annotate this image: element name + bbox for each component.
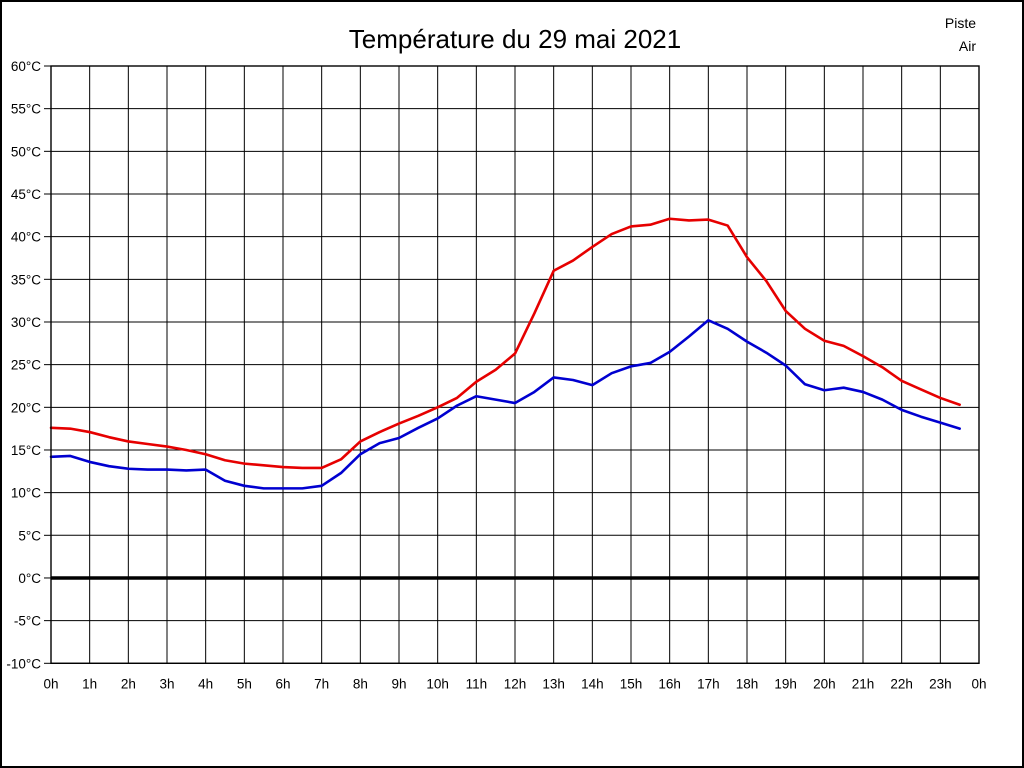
y-tick-label: 20°C (11, 400, 41, 415)
y-tick-label: -5°C (14, 614, 41, 629)
x-tick-label: 13h (542, 676, 565, 691)
y-tick-label: 35°C (11, 272, 41, 287)
x-tick-label: 23h (929, 676, 952, 691)
y-tick-label: 50°C (11, 144, 41, 159)
y-tick-label: 45°C (11, 187, 41, 202)
x-tick-label: 14h (581, 676, 604, 691)
y-tick-label: 55°C (11, 102, 41, 117)
y-tick-label: 25°C (11, 358, 41, 373)
x-tick-label: 17h (697, 676, 720, 691)
x-tick-label: 19h (774, 676, 797, 691)
x-tick-label: 5h (237, 676, 252, 691)
y-tick-label: 30°C (11, 315, 41, 330)
x-tick-label: 21h (852, 676, 875, 691)
piste-line (49, 217, 961, 470)
x-tick-label: 22h (890, 676, 913, 691)
x-tick-label: 16h (658, 676, 681, 691)
x-tick-label: 15h (620, 676, 643, 691)
x-tick-label: 9h (391, 676, 406, 691)
x-tick-label: 4h (198, 676, 213, 691)
x-tick-label: 18h (736, 676, 759, 691)
y-tick-label: 5°C (18, 528, 41, 543)
legend-piste-label: Piste (945, 15, 976, 31)
x-tick-label: 8h (353, 676, 368, 691)
chart-title: Température du 29 mai 2021 (349, 24, 681, 54)
y-axis-labels: 60°C 55°C 50°C 45°C 40°C 35°C 30°C 25°C 20°C 15°C… (6, 59, 41, 671)
x-tick-label: 3h (159, 676, 174, 691)
y-tick-label: 10°C (11, 486, 41, 501)
x-axis-labels: 0h 1h 2h 3h 4h 5h 6h 7h 8h 9h 10h 11h 12h 13h 14h 15h 16… (43, 676, 986, 691)
x-tick-label: 11h (466, 676, 488, 691)
x-tick-label: 2h (121, 676, 136, 691)
plot-border (50, 65, 980, 664)
legend-air-label: Air (959, 38, 976, 54)
y-axis-ticks (44, 65, 51, 664)
y-tick-label: 0°C (18, 571, 41, 586)
air-line (49, 318, 961, 490)
x-tick-label: 7h (314, 676, 329, 691)
x-tick-label: 0h (43, 676, 58, 691)
x-tick-label: 0h (971, 676, 986, 691)
data-lines (49, 217, 961, 490)
y-tick-label: 15°C (11, 443, 41, 458)
y-tick-label: 60°C (11, 59, 41, 74)
grid-lines (50, 65, 980, 664)
x-tick-label: 20h (813, 676, 836, 691)
x-tick-label: 12h (504, 676, 527, 691)
x-tick-label: 10h (426, 676, 449, 691)
x-tick-label: 6h (275, 676, 290, 691)
y-tick-label: -10°C (6, 656, 41, 671)
y-tick-label: 40°C (11, 230, 41, 245)
x-tick-label: 1h (82, 676, 97, 691)
